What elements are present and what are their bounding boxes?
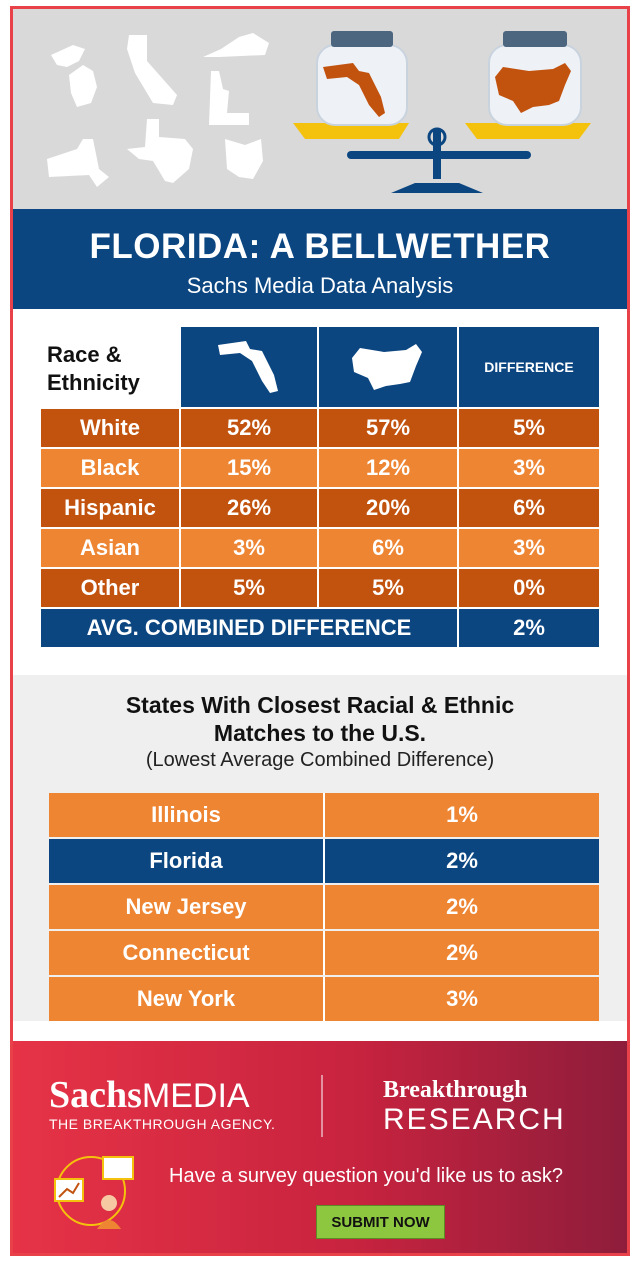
logo-divider <box>321 1075 323 1137</box>
race-row: Asian 3% 6% 3% <box>41 529 601 567</box>
research-illustration-icon <box>54 1156 134 1229</box>
race-label: Black <box>41 449 181 487</box>
us-value: 5% <box>319 569 459 607</box>
us-value: 57% <box>319 409 459 447</box>
race-ethnicity-table: Race & Ethnicity DIFFERENCE White 52% 57% 5… <box>41 327 601 647</box>
page-subtitle: Sachs Media Data Analysis <box>186 273 454 298</box>
us-in-jar-icon <box>495 63 571 113</box>
state-value: 2% <box>325 839 599 883</box>
race-label: Hispanic <box>41 489 181 527</box>
states-subheading: (Lowest Average Combined Difference) <box>145 749 495 771</box>
infographic-frame: FLORIDA: A BELLWETHER Sachs Media Data A… <box>10 6 630 1256</box>
california-icon <box>127 35 177 105</box>
florida-value: 15% <box>181 449 319 487</box>
us-map-icon <box>352 344 422 390</box>
difference-value: 6% <box>459 489 599 527</box>
breakthrough-research-logo: Breakthrough RESEARCH <box>383 1077 566 1137</box>
race-row: Black 15% 12% 3% <box>41 449 601 487</box>
difference-value: 3% <box>459 449 599 487</box>
florida-in-jar-icon <box>323 63 385 117</box>
state-name: New Jersey <box>49 885 325 929</box>
submit-now-button[interactable]: SUBMIT NOW <box>316 1205 445 1239</box>
us-value: 12% <box>319 449 459 487</box>
new-york-icon <box>47 139 109 187</box>
survey-question-text: Have a survey question you'd like us to … <box>169 1165 564 1187</box>
difference-value: 0% <box>459 569 599 607</box>
state-row: New Jersey 2% <box>49 885 599 929</box>
summary-value: 2% <box>459 609 599 647</box>
race-label: White <box>41 409 181 447</box>
hero-illustration <box>13 9 627 209</box>
us-value: 6% <box>319 529 459 567</box>
state-row: Illinois 1% <box>49 793 599 837</box>
florida-value: 3% <box>181 529 319 567</box>
florida-value: 26% <box>181 489 319 527</box>
race-label: Asian <box>41 529 181 567</box>
page-title: FLORIDA: A BELLWETHER <box>89 227 551 266</box>
idaho-icon <box>209 71 249 125</box>
states-table: Illinois 1% Florida 2% New Jersey 2% Connectic… <box>49 793 599 1023</box>
state-row: Connecticut 2% <box>49 931 599 975</box>
virginia-icon <box>203 33 269 57</box>
state-name: Illinois <box>49 793 325 837</box>
florida-column-header <box>181 327 317 407</box>
florida-value: 52% <box>181 409 319 447</box>
footer: SachsMEDIA THE BREAKTHROUGH AGENCY. Brea… <box>13 1041 627 1253</box>
closest-states-section: States With Closest Racial & Ethnic Matc… <box>13 675 627 1021</box>
florida-value: 5% <box>181 569 319 607</box>
difference-column-header: DIFFERENCE <box>459 327 599 407</box>
state-value: 1% <box>325 793 599 837</box>
state-value: 2% <box>325 931 599 975</box>
brand2-line2: RESEARCH <box>383 1103 566 1136</box>
brand-tagline: THE BREAKTHROUGH AGENCY. <box>49 1116 276 1132</box>
state-row: New York 3% <box>49 977 599 1021</box>
brand-light: MEDIA <box>141 1077 250 1115</box>
hero-art <box>47 31 591 193</box>
states-heading-line1: States With Closest Racial & Ethnic <box>125 692 515 718</box>
florida-map-icon <box>218 341 278 393</box>
race-row: Hispanic 26% 20% 6% <box>41 489 601 527</box>
race-row: White 52% 57% 5% <box>41 409 601 447</box>
race-column-label: Race & Ethnicity <box>47 342 140 395</box>
us-column-header <box>319 327 457 407</box>
michigan-icon <box>51 45 97 107</box>
ohio-icon <box>225 139 263 179</box>
state-row: Florida 2% <box>49 839 599 883</box>
states-heading-line2: Matches to the U.S. <box>213 720 427 746</box>
brand2-line1: Breakthrough <box>383 1077 528 1103</box>
state-value: 2% <box>325 885 599 929</box>
summary-label: AVG. COMBINED DIFFERENCE <box>41 609 459 647</box>
race-table-header: Race & Ethnicity DIFFERENCE <box>41 327 601 407</box>
sachs-media-logo: SachsMEDIA THE BREAKTHROUGH AGENCY. <box>49 1075 275 1132</box>
state-name: Florida <box>49 839 325 883</box>
brand-bold: Sachs <box>49 1074 142 1116</box>
us-value: 20% <box>319 489 459 527</box>
states-heading: States With Closest Racial & Ethnic Matc… <box>13 691 627 747</box>
state-name: Connecticut <box>49 931 325 975</box>
summary-row: AVG. COMBINED DIFFERENCE 2% <box>41 609 601 647</box>
race-label: Other <box>41 569 181 607</box>
title-band: FLORIDA: A BELLWETHER Sachs Media Data A… <box>13 209 627 309</box>
state-value: 3% <box>325 977 599 1021</box>
texas-icon <box>127 119 193 183</box>
race-row: Other 5% 5% 0% <box>41 569 601 607</box>
difference-value: 3% <box>459 529 599 567</box>
state-name: New York <box>49 977 325 1021</box>
difference-value: 5% <box>459 409 599 447</box>
